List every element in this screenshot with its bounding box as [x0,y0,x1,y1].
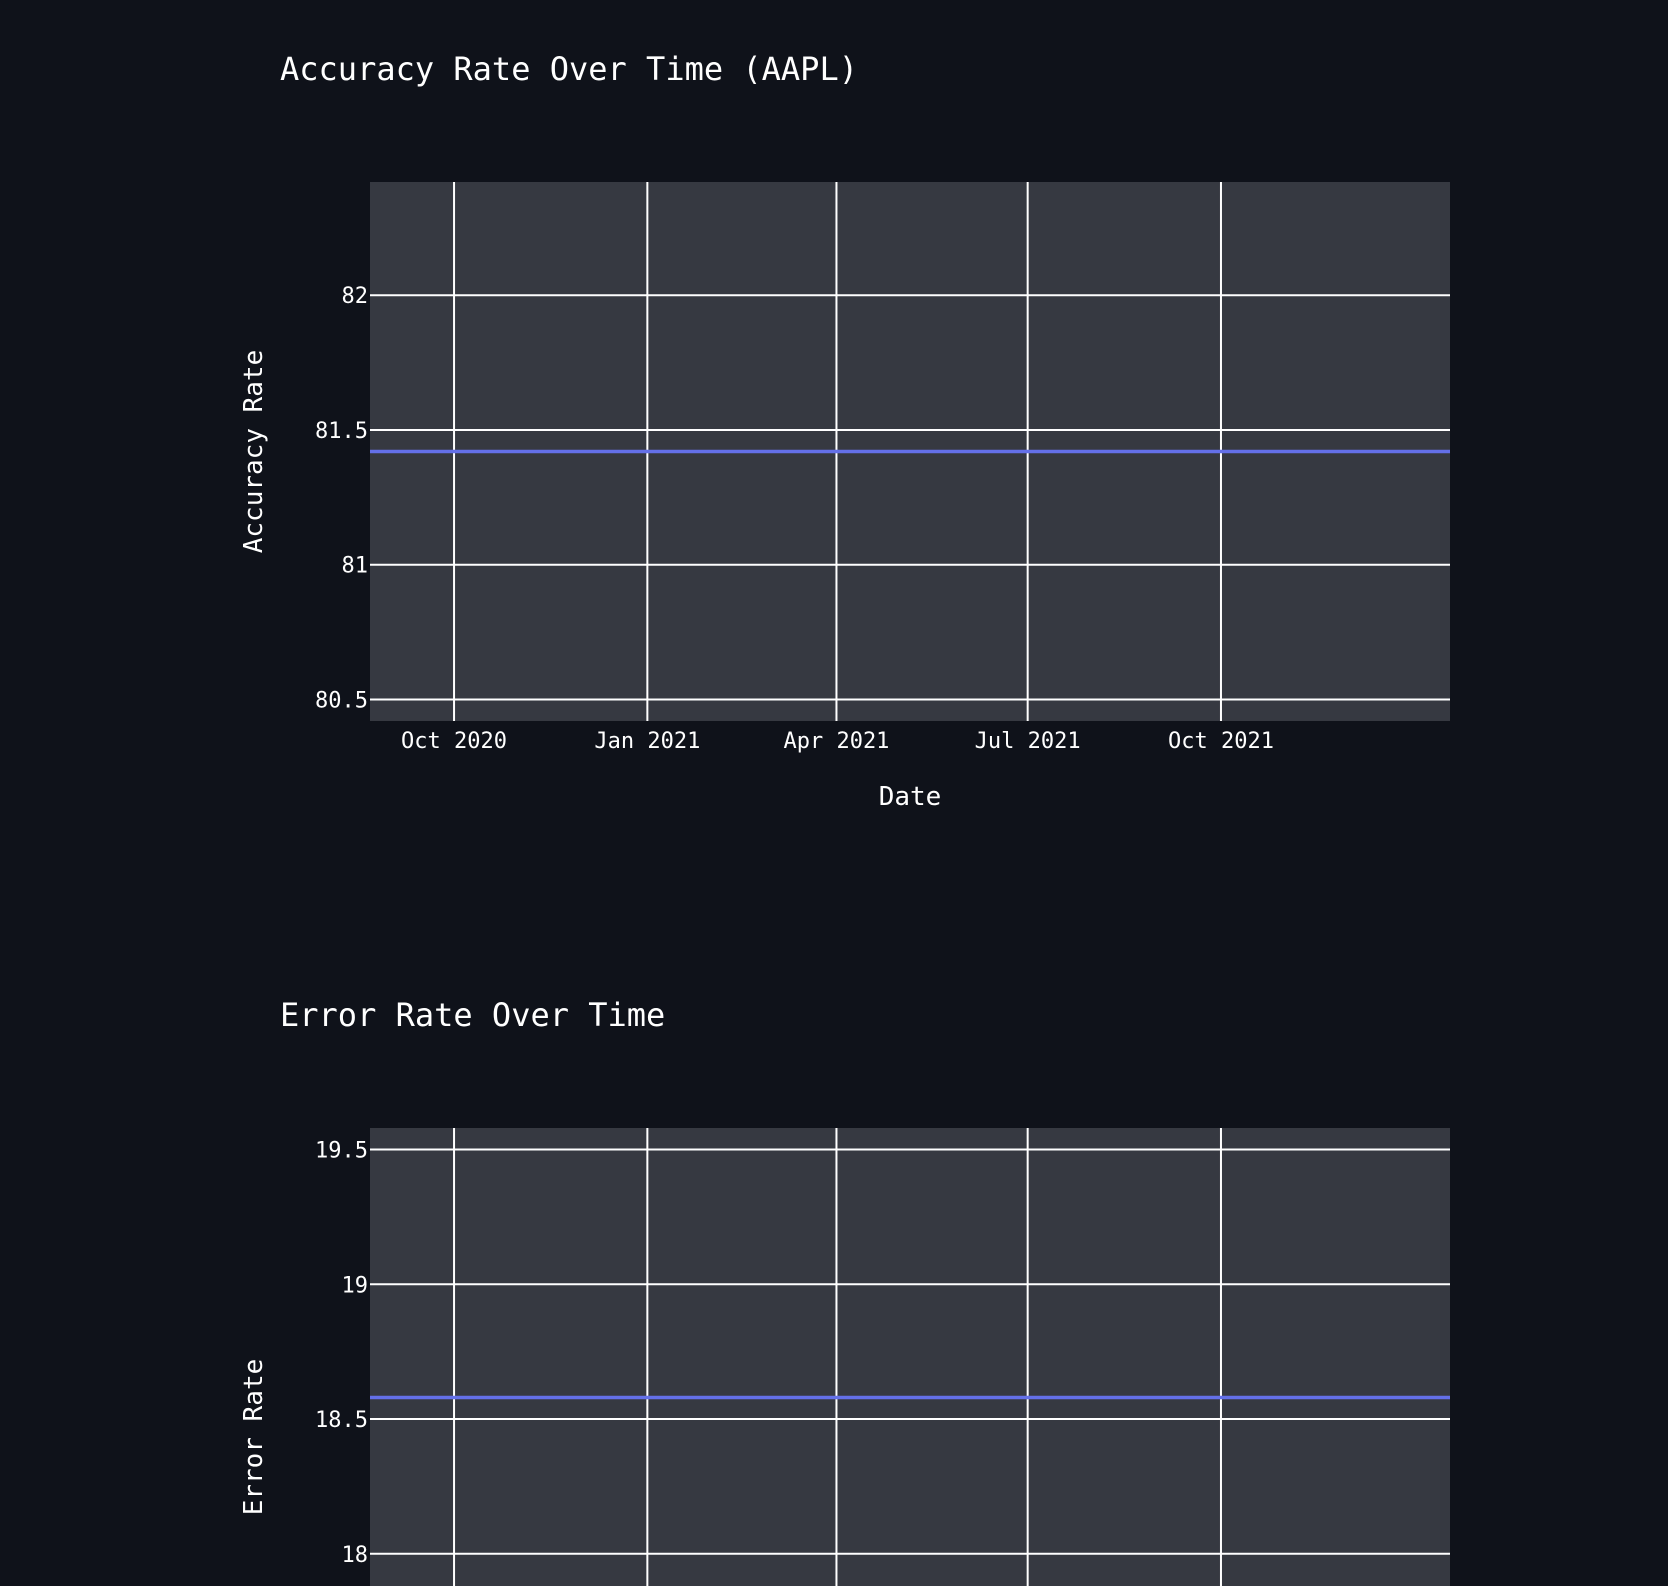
plot-content [370,182,1450,721]
chart-2: 18 18.5 19 19.5 Error Rate Over Time Error Ra… [239,996,1450,1586]
y-tick-label: 18.5 [315,1408,368,1433]
x-tick-label: Apr 2021 [783,729,889,754]
y-tick-label: 81 [342,554,369,579]
chart-title: Error Rate Over Time [280,996,665,1034]
x-axis-label: Date [879,782,942,812]
x-tick-label: Oct 2020 [401,729,507,754]
x-tick-label: Jul 2021 [975,729,1081,754]
y-tick-label: 19 [342,1273,369,1298]
x-tick-label: Jan 2021 [594,729,700,754]
y-tick-label: 19.5 [315,1139,368,1164]
y-axis-label: Accuracy Rate [239,350,269,554]
plot-content [370,1128,1450,1586]
chart-1: 80.5 81 81.5 82 Oct 2020 Jan 2021 Apr 2021 Jul … [239,50,1450,812]
plot-area [370,1128,1450,1586]
y-tick-label: 80.5 [315,688,368,713]
chart-title: Accuracy Rate Over Time (AAPL) [280,50,858,88]
charts-group: 80.5 81 81.5 82 Oct 2020 Jan 2021 Apr 2021 Jul … [239,50,1450,1586]
y-axis-label: Error Rate [239,1359,269,1516]
y-tick-label: 81.5 [315,419,368,444]
y-tick-label: 82 [342,284,369,309]
y-tick-label: 18 [342,1543,369,1568]
x-tick-label: Oct 2021 [1168,729,1274,754]
